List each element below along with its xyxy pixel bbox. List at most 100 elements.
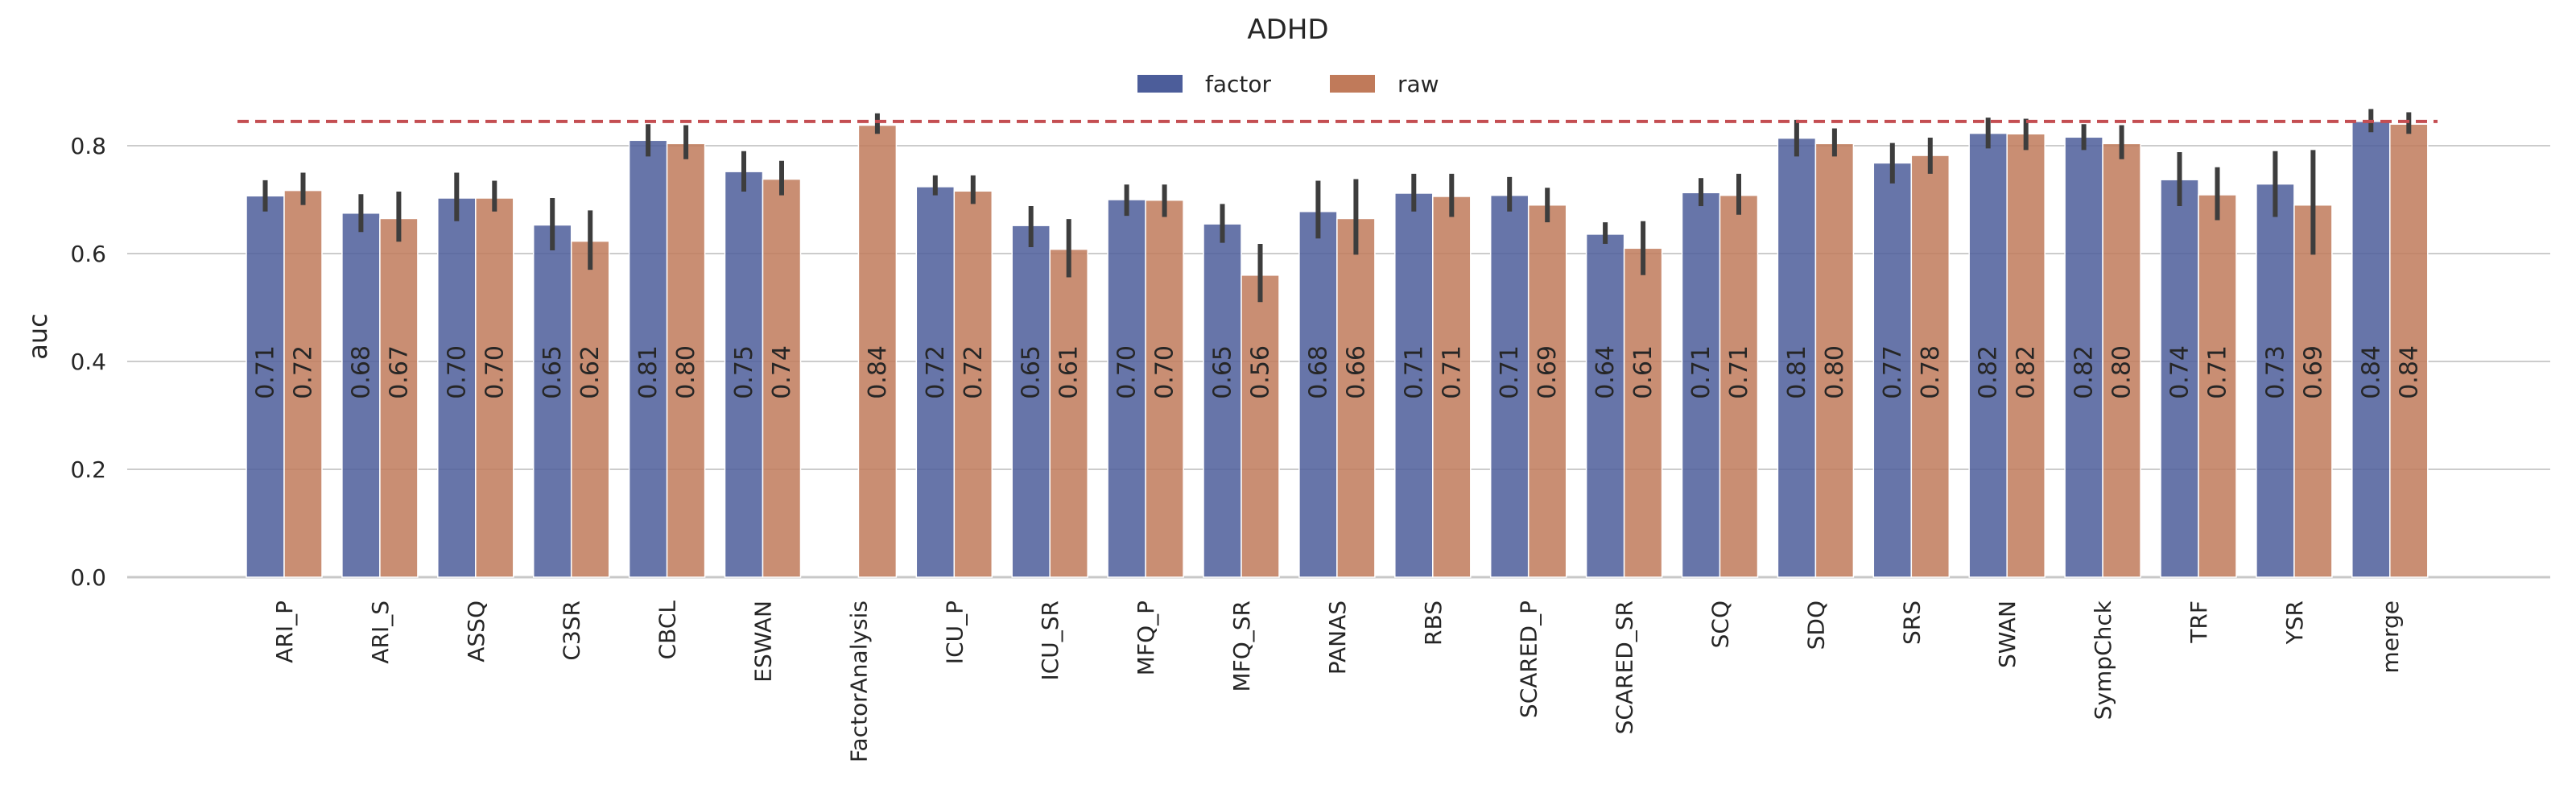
x-tick-label: ICU_SR xyxy=(1037,601,1063,681)
bar-raw xyxy=(1432,196,1472,578)
x-tick-label: FactorAnalysis xyxy=(845,601,872,762)
bar-factor xyxy=(246,195,285,578)
x-tick-label: ESWAN xyxy=(750,601,777,683)
bar-raw xyxy=(857,124,898,578)
x-tick-label: SCQ xyxy=(1707,601,1734,648)
value-label: 0.70 xyxy=(481,345,509,399)
value-label: 0.56 xyxy=(1247,345,1275,399)
value-label: 0.80 xyxy=(672,345,700,399)
bar-factor xyxy=(2160,179,2199,578)
value-label: 0.69 xyxy=(2299,345,2327,399)
y-axis-label: auc xyxy=(23,313,53,359)
x-tick-label: SCARED_P xyxy=(1516,601,1542,718)
value-label: 0.84 xyxy=(864,345,892,399)
value-label: 0.84 xyxy=(2395,345,2423,399)
x-tick-label: SympChck xyxy=(2090,600,2116,720)
bars xyxy=(246,121,2429,578)
bar-raw xyxy=(1910,155,1951,578)
value-label: 0.73 xyxy=(2261,345,2289,399)
bar-raw xyxy=(1145,199,1184,578)
value-label: 0.68 xyxy=(1304,345,1332,399)
value-label: 0.77 xyxy=(1879,345,1907,399)
bar-raw xyxy=(1527,204,1567,578)
bar-factor xyxy=(2351,121,2391,578)
bar-factor xyxy=(2256,183,2295,578)
value-label: 0.64 xyxy=(1591,345,1620,399)
x-tick-label: RBS xyxy=(1420,601,1447,646)
value-label: 0.71 xyxy=(1496,345,1524,399)
bar-raw xyxy=(1241,275,1280,578)
value-label: 0.71 xyxy=(252,345,280,399)
bar-factor xyxy=(1203,223,1242,578)
bar-factor xyxy=(628,139,668,578)
bar-factor xyxy=(1394,192,1434,578)
bar-factor xyxy=(1298,210,1338,578)
bar-raw xyxy=(2198,194,2237,578)
y-tick-label: 0.0 xyxy=(70,564,106,591)
x-tick-label: MFQ_SR xyxy=(1228,601,1255,692)
value-label: 0.80 xyxy=(2108,345,2136,399)
x-tick-label: SRS xyxy=(1898,601,1925,645)
value-label: 0.82 xyxy=(2013,345,2041,399)
value-label: 0.72 xyxy=(960,345,988,399)
y-tick-label: 0.8 xyxy=(70,133,106,159)
bar-raw xyxy=(2389,123,2429,578)
value-label: 0.72 xyxy=(922,345,950,399)
value-label: 0.84 xyxy=(2357,345,2385,399)
x-tick-label: PANAS xyxy=(1324,601,1351,675)
x-tick-label: C3SR xyxy=(559,601,585,661)
legend: factor raw xyxy=(1137,71,1439,97)
value-label: 0.71 xyxy=(2204,345,2232,399)
bar-raw xyxy=(2293,204,2333,578)
bar-factor xyxy=(1777,137,1817,578)
x-tick-label: TRF xyxy=(2186,601,2212,644)
value-label: 0.65 xyxy=(539,345,567,399)
value-label: 0.80 xyxy=(1821,345,1849,399)
bar-raw xyxy=(953,190,993,578)
legend-label-raw: raw xyxy=(1397,71,1439,97)
bar-factor xyxy=(724,171,764,578)
value-label: 0.78 xyxy=(1917,345,1945,399)
value-label: 0.71 xyxy=(1400,345,1428,399)
value-label: 0.66 xyxy=(1342,345,1370,399)
bar-factor xyxy=(1489,194,1530,578)
bar-factor xyxy=(1968,132,2008,578)
value-label: 0.74 xyxy=(2166,345,2194,399)
value-label: 0.65 xyxy=(1209,345,1237,399)
value-label: 0.67 xyxy=(385,345,413,399)
value-label: 0.68 xyxy=(347,345,375,399)
value-label: 0.71 xyxy=(1725,345,1753,399)
value-label: 0.62 xyxy=(576,345,605,399)
chart-title: ADHD xyxy=(1247,14,1328,46)
bar-raw xyxy=(570,240,610,578)
x-tick-label: ICU_P xyxy=(941,601,968,664)
value-label: 0.82 xyxy=(1975,345,2003,399)
value-label: 0.71 xyxy=(1438,345,1466,399)
value-label: 0.70 xyxy=(443,345,471,399)
x-tick-label: SCARED_SR xyxy=(1612,601,1638,734)
bar-raw xyxy=(762,178,802,578)
y-tick-label: 0.2 xyxy=(70,456,106,483)
y-tick-label: 0.4 xyxy=(70,349,106,375)
value-label: 0.69 xyxy=(1534,345,1562,399)
value-label: 0.61 xyxy=(1055,345,1084,399)
bar-factor xyxy=(2064,136,2103,578)
bar-raw xyxy=(1049,248,1088,578)
bar-factor xyxy=(1872,162,1913,578)
x-tick-label: YSR xyxy=(2281,601,2308,645)
value-label: 0.71 xyxy=(1687,345,1715,399)
x-tick-label: ARI_S xyxy=(367,601,394,664)
bar-factor xyxy=(532,224,572,578)
legend-swatch-factor xyxy=(1137,75,1183,93)
bar-raw xyxy=(2102,142,2141,578)
legend-swatch-raw xyxy=(1330,75,1375,93)
y-axis-ticks: 0.0 0.2 0.4 0.6 0.8 xyxy=(70,133,106,591)
bar-raw xyxy=(666,142,706,578)
value-labels: 0.71 0.72 0.68 0.67 0.70 0.70 0.65 0.62 0.81 0.80… xyxy=(252,345,2424,399)
bar-factor xyxy=(1585,233,1625,578)
value-label: 0.61 xyxy=(1629,345,1657,399)
x-tick-label: CBCL xyxy=(654,601,681,660)
x-tick-label: SWAN xyxy=(1994,601,2021,668)
value-label: 0.81 xyxy=(1783,345,1811,399)
